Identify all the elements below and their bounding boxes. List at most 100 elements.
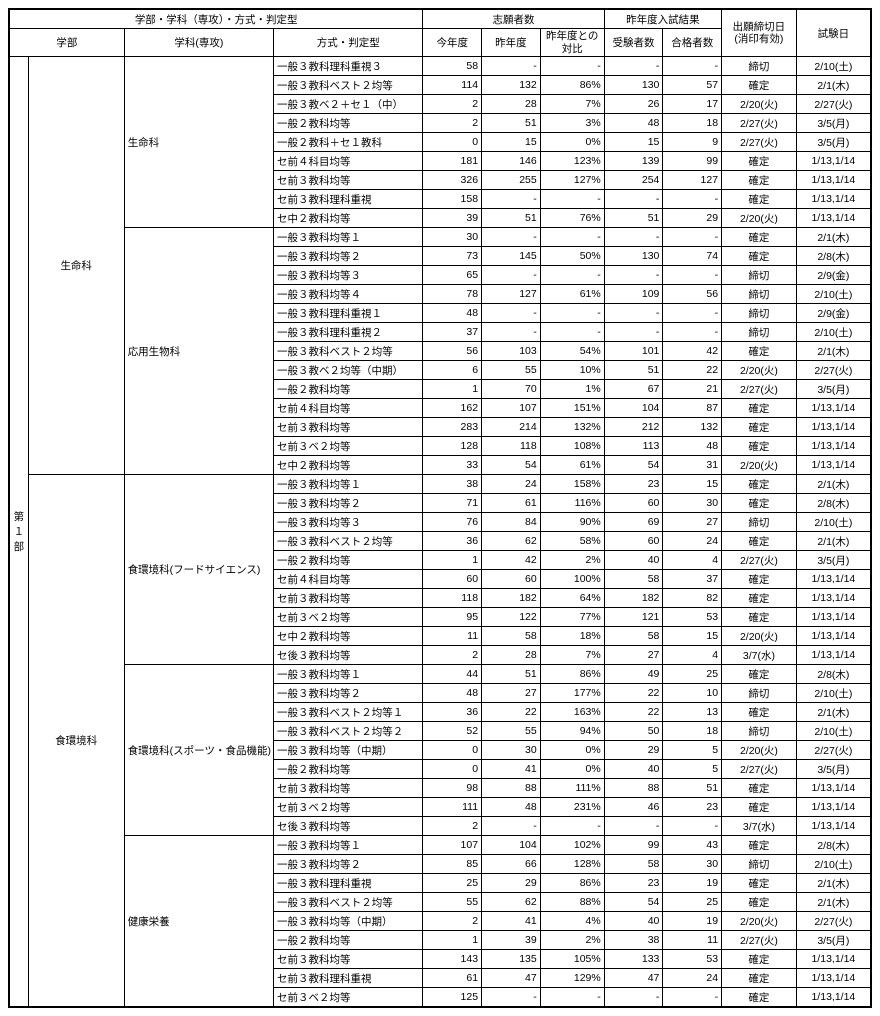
examinees-cell: 22 xyxy=(604,684,663,703)
last-year-cell: 28 xyxy=(482,95,541,114)
method-cell: セ前３教科理科重視 xyxy=(274,190,423,209)
this-year-cell: 95 xyxy=(423,608,482,627)
passers-cell: 56 xyxy=(663,285,722,304)
deadline-cell: 確定 xyxy=(722,874,797,893)
deadline-cell: 確定 xyxy=(722,969,797,988)
examday-cell: 2/10(土) xyxy=(796,855,871,874)
ratio-cell: 1% xyxy=(540,380,604,399)
examday-cell: 3/5(月) xyxy=(796,931,871,950)
examinees-cell: 51 xyxy=(604,361,663,380)
ratio-cell: 100% xyxy=(540,570,604,589)
this-year-cell: 162 xyxy=(423,399,482,418)
last-year-cell: - xyxy=(482,266,541,285)
this-year-cell: 25 xyxy=(423,874,482,893)
last-year-cell: 84 xyxy=(482,513,541,532)
examinees-cell: 48 xyxy=(604,114,663,133)
last-year-cell: 41 xyxy=(482,760,541,779)
deadline-cell: 確定 xyxy=(722,247,797,266)
passers-cell: 53 xyxy=(663,950,722,969)
ratio-cell: 116% xyxy=(540,494,604,513)
last-year-cell: 51 xyxy=(482,114,541,133)
deadline-cell: 2/27(火) xyxy=(722,760,797,779)
examday-cell: 2/27(火) xyxy=(796,741,871,760)
last-year-cell: - xyxy=(482,988,541,1008)
examday-cell: 1/13,1/14 xyxy=(796,209,871,228)
deadline-cell: 確定 xyxy=(722,893,797,912)
examinees-cell: 23 xyxy=(604,874,663,893)
examday-cell: 1/13,1/14 xyxy=(796,969,871,988)
department-cell: 応用生物科 xyxy=(124,228,273,475)
method-cell: 一般３教科均等２ xyxy=(274,247,423,266)
examday-cell: 2/27(火) xyxy=(796,912,871,931)
examday-cell: 3/5(月) xyxy=(796,114,871,133)
method-cell: 一般３教科ベスト２均等２ xyxy=(274,722,423,741)
deadline-cell: 2/20(火) xyxy=(722,741,797,760)
hdr-group-applicants: 志願者数 xyxy=(423,9,604,29)
examinees-cell: 15 xyxy=(604,133,663,152)
last-year-cell: 145 xyxy=(482,247,541,266)
examday-cell: 2/10(土) xyxy=(796,722,871,741)
examday-cell: 1/13,1/14 xyxy=(796,171,871,190)
this-year-cell: 37 xyxy=(423,323,482,342)
deadline-cell: 3/7(水) xyxy=(722,817,797,836)
passers-cell: 99 xyxy=(663,152,722,171)
last-year-cell: 22 xyxy=(482,703,541,722)
this-year-cell: 2 xyxy=(423,95,482,114)
ratio-cell: 54% xyxy=(540,342,604,361)
method-cell: 一般２教科均等 xyxy=(274,931,423,950)
deadline-cell: 確定 xyxy=(722,171,797,190)
passers-cell: 87 xyxy=(663,399,722,418)
last-year-cell: 30 xyxy=(482,741,541,760)
examinees-cell: - xyxy=(604,228,663,247)
table-body: 第１部生命科生命科一般３教科理科重視３58----締切2/10(土)一般３教科ベ… xyxy=(9,57,871,1008)
passers-cell: 18 xyxy=(663,114,722,133)
this-year-cell: 36 xyxy=(423,532,482,551)
last-year-cell: 39 xyxy=(482,931,541,950)
method-cell: セ前３ベ２均等 xyxy=(274,608,423,627)
method-cell: セ中２教科均等 xyxy=(274,209,423,228)
ratio-cell: 102% xyxy=(540,836,604,855)
hdr-ratio: 昨年度との対比 xyxy=(540,29,604,57)
ratio-cell: - xyxy=(540,817,604,836)
ratio-cell: 163% xyxy=(540,703,604,722)
table-row: 応用生物科一般３教科均等１30----確定2/1(木) xyxy=(9,228,871,247)
deadline-cell: 2/20(火) xyxy=(722,912,797,931)
examday-cell: 1/13,1/14 xyxy=(796,646,871,665)
examday-cell: 2/9(金) xyxy=(796,266,871,285)
ratio-cell: 177% xyxy=(540,684,604,703)
passers-cell: 29 xyxy=(663,209,722,228)
method-cell: セ中２教科均等 xyxy=(274,456,423,475)
hdr-passers: 合格者数 xyxy=(663,29,722,57)
this-year-cell: 73 xyxy=(423,247,482,266)
deadline-cell: 2/20(火) xyxy=(722,95,797,114)
method-cell: セ前３教科均等 xyxy=(274,418,423,437)
examinees-cell: 29 xyxy=(604,741,663,760)
deadline-cell: 確定 xyxy=(722,437,797,456)
table-row: 食環境科食環境科(フードサイエンス)一般３教科均等１3824158%2315確定… xyxy=(9,475,871,494)
this-year-cell: 52 xyxy=(423,722,482,741)
passers-cell: - xyxy=(663,988,722,1008)
passers-cell: 42 xyxy=(663,342,722,361)
examinees-cell: 60 xyxy=(604,532,663,551)
this-year-cell: 0 xyxy=(423,133,482,152)
method-cell: セ後３教科均等 xyxy=(274,646,423,665)
last-year-cell: 103 xyxy=(482,342,541,361)
deadline-cell: 3/7(水) xyxy=(722,646,797,665)
department-cell: 食環境科(スポーツ・食品機能) xyxy=(124,665,273,836)
last-year-cell: 62 xyxy=(482,532,541,551)
examinees-cell: 49 xyxy=(604,665,663,684)
method-cell: セ前３教科理科重視 xyxy=(274,969,423,988)
method-cell: セ前３ベ２均等 xyxy=(274,798,423,817)
examinees-cell: 58 xyxy=(604,570,663,589)
passers-cell: 22 xyxy=(663,361,722,380)
this-year-cell: 30 xyxy=(423,228,482,247)
examinees-cell: 40 xyxy=(604,912,663,931)
this-year-cell: 1 xyxy=(423,931,482,950)
method-cell: 一般３教科均等２ xyxy=(274,494,423,513)
passers-cell: 74 xyxy=(663,247,722,266)
examinees-cell: 121 xyxy=(604,608,663,627)
passers-cell: 30 xyxy=(663,494,722,513)
method-cell: セ前３ベ２均等 xyxy=(274,437,423,456)
ratio-cell: - xyxy=(540,304,604,323)
deadline-cell: 確定 xyxy=(722,399,797,418)
